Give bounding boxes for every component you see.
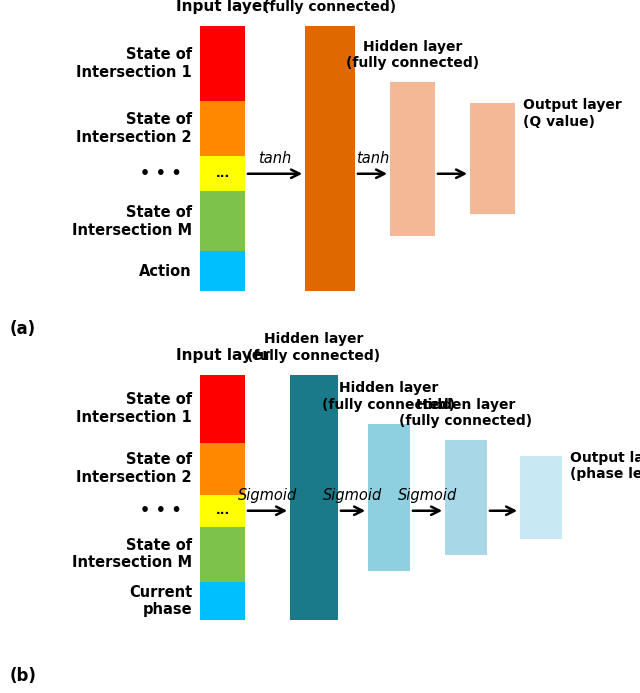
Text: Output layer
(Q value): Output layer (Q value): [523, 98, 621, 128]
Text: Sigmoid: Sigmoid: [238, 488, 297, 502]
Text: • • •: • • •: [140, 166, 182, 182]
Text: State of
Intersection M: State of Intersection M: [72, 205, 192, 238]
Text: State of
Intersection 1: State of Intersection 1: [76, 47, 192, 80]
Bar: [470, 103, 515, 214]
Text: Hidden layer
(fully connected): Hidden layer (fully connected): [264, 0, 397, 14]
Bar: [520, 456, 562, 538]
Text: ...: ...: [216, 505, 230, 517]
Text: Action: Action: [140, 264, 192, 279]
Text: Input layer: Input layer: [175, 347, 269, 362]
Text: Input layer: Input layer: [175, 0, 269, 14]
Bar: [200, 191, 245, 252]
Bar: [368, 423, 410, 571]
Bar: [390, 82, 435, 236]
Bar: [200, 26, 245, 101]
Text: Hidden layer
(fully connected): Hidden layer (fully connected): [323, 381, 456, 412]
Bar: [200, 495, 245, 527]
Bar: [200, 527, 245, 582]
Bar: [445, 440, 487, 554]
Text: State of
Intersection 2: State of Intersection 2: [76, 453, 192, 485]
Bar: [200, 582, 245, 620]
Text: Hidden layer
(fully connected): Hidden layer (fully connected): [248, 333, 381, 362]
Bar: [200, 101, 245, 156]
Text: Hidden layer
(fully connected): Hidden layer (fully connected): [346, 40, 479, 70]
Text: Sigmoid: Sigmoid: [323, 488, 383, 502]
Text: Output layer
(phase length): Output layer (phase length): [570, 451, 640, 481]
Text: ...: ...: [216, 167, 230, 180]
Bar: [200, 374, 245, 443]
Text: • • •: • • •: [140, 503, 182, 518]
Bar: [200, 443, 245, 495]
Text: State of
Intersection 1: State of Intersection 1: [76, 392, 192, 425]
Text: (b): (b): [10, 667, 37, 685]
Text: Hidden layer
(fully connected): Hidden layer (fully connected): [399, 398, 532, 428]
Text: State of
Intersection 2: State of Intersection 2: [76, 112, 192, 145]
Bar: [305, 26, 355, 292]
Text: tanh: tanh: [356, 151, 389, 166]
Text: Sigmoid: Sigmoid: [398, 488, 457, 502]
Bar: [290, 374, 338, 620]
Text: State of
Intersection M: State of Intersection M: [72, 538, 192, 570]
Bar: [200, 156, 245, 191]
Text: (a): (a): [10, 320, 36, 338]
Text: Current
phase: Current phase: [129, 585, 192, 617]
Text: tanh: tanh: [259, 151, 292, 166]
Bar: [200, 252, 245, 292]
